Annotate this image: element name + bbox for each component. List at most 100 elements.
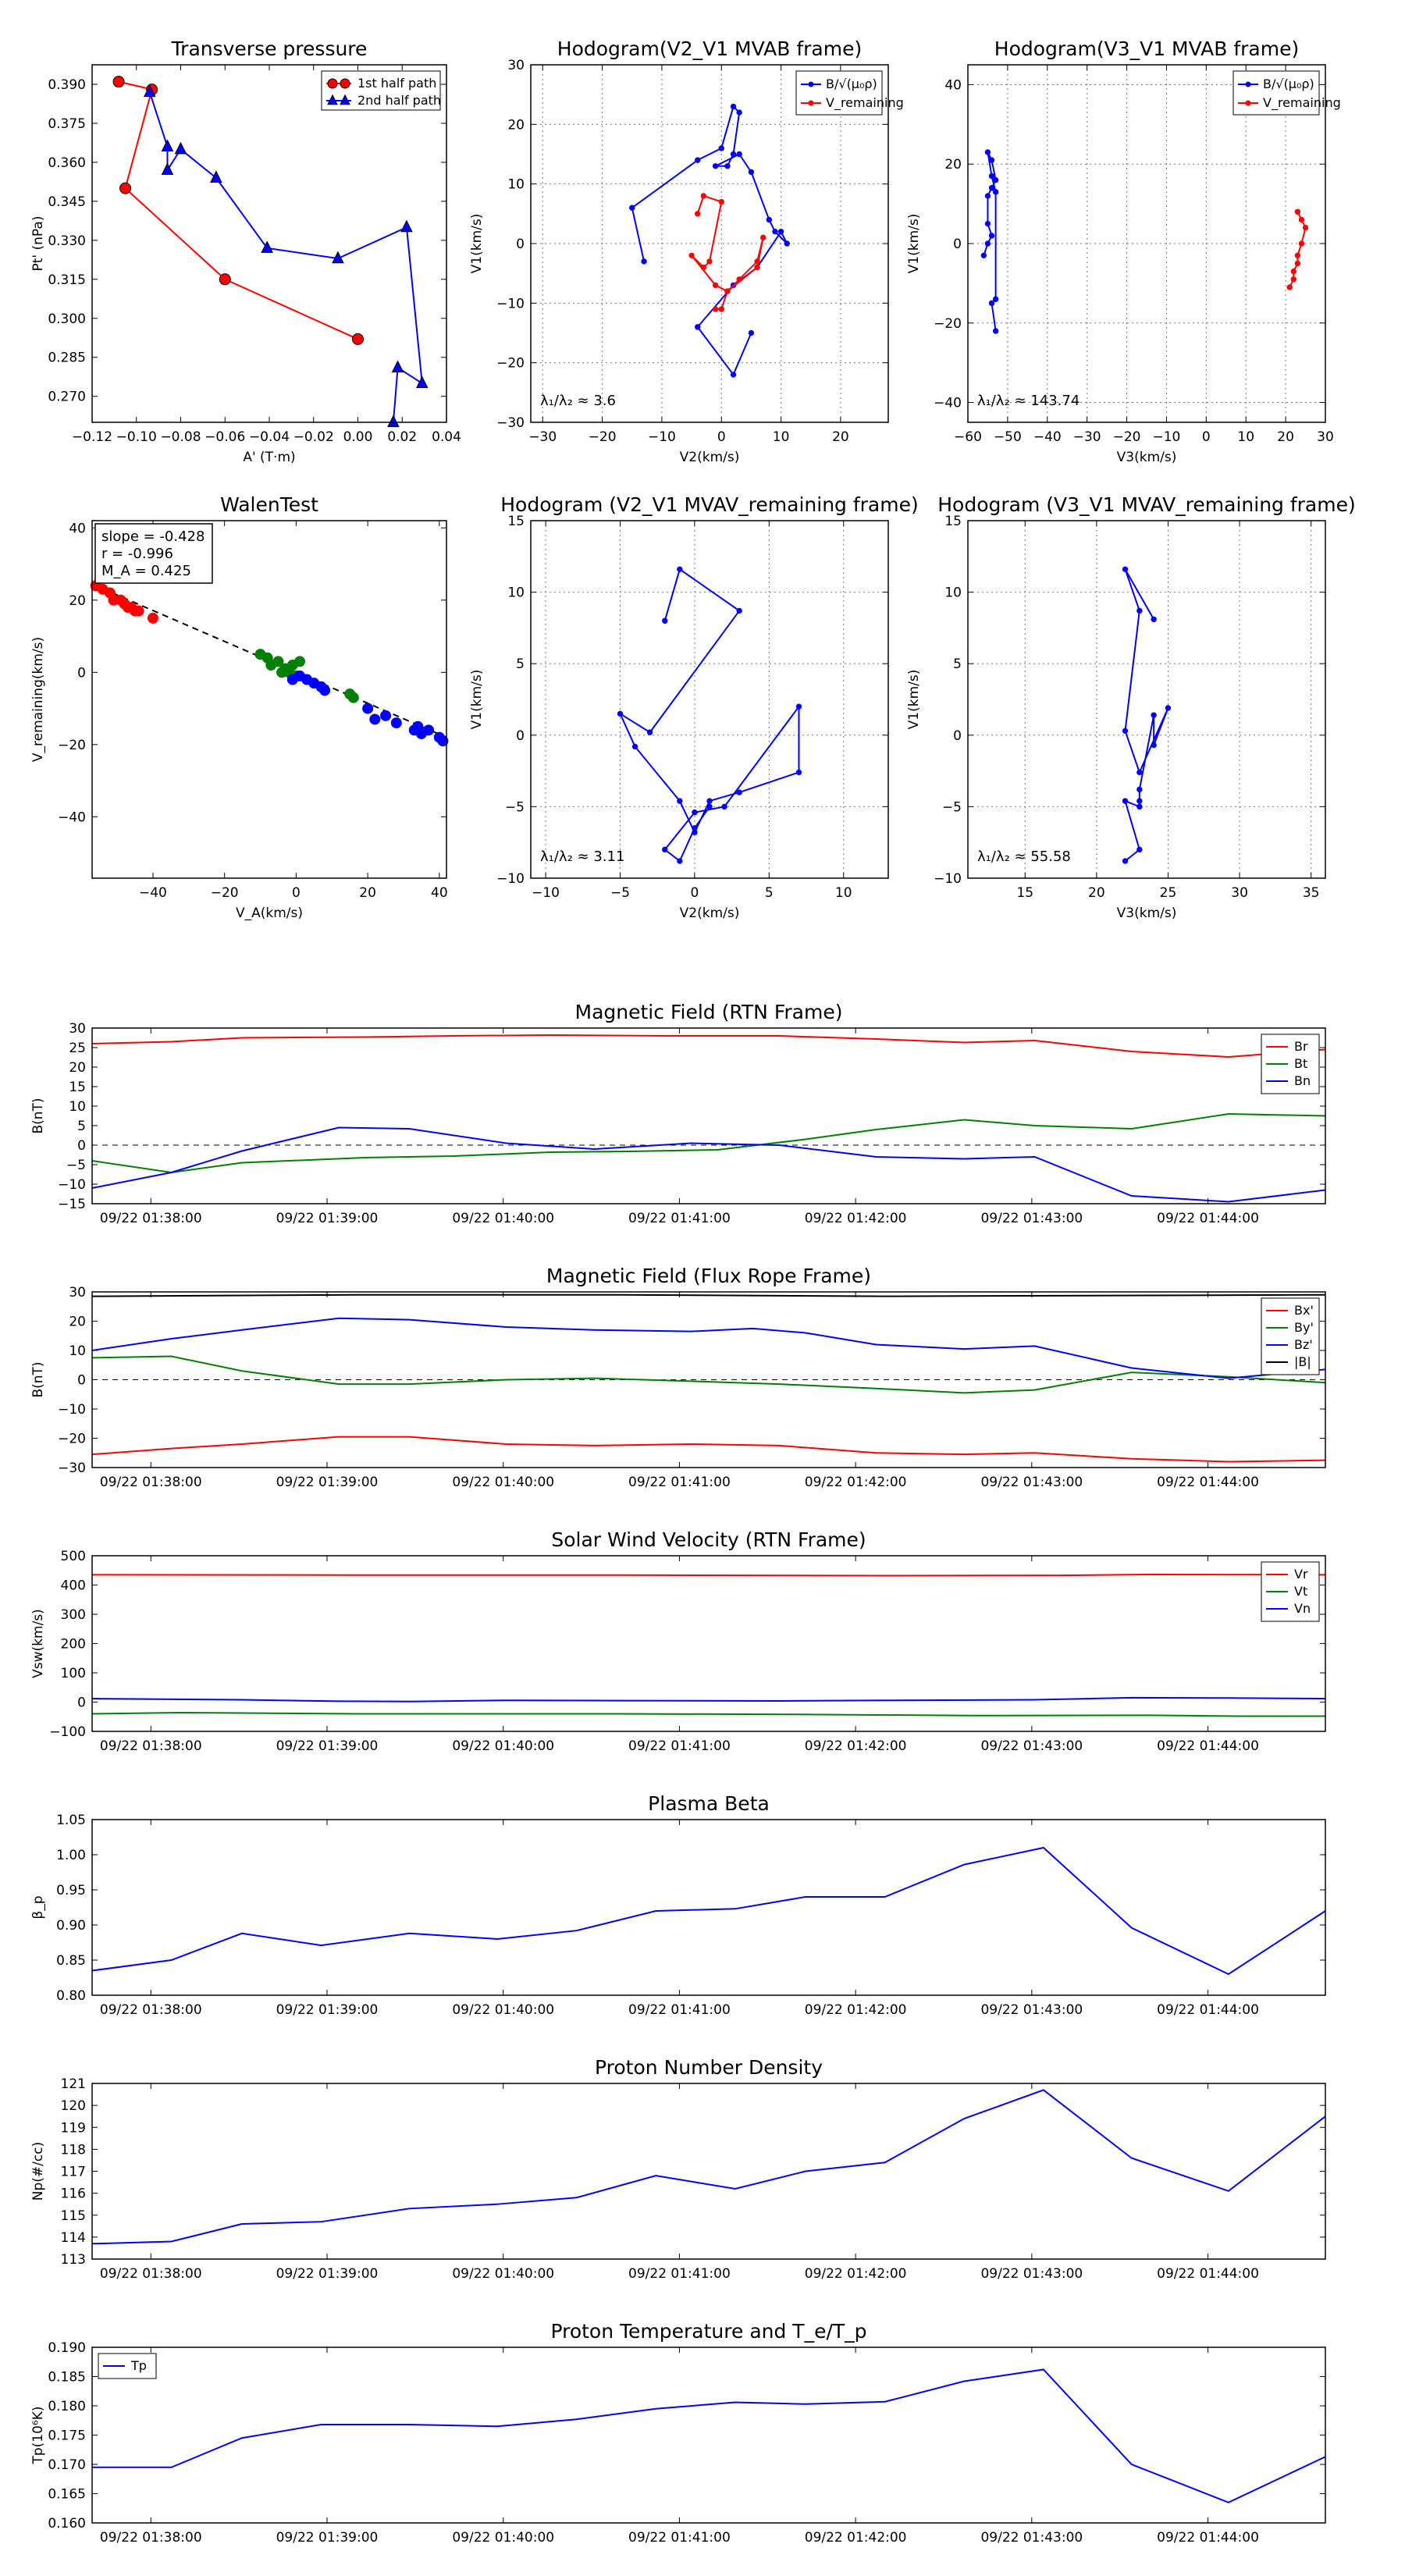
- y-tick-label: 10: [507, 585, 525, 601]
- x-tick-label: 09/22 01:43:00: [980, 2266, 1083, 2282]
- x-tick-label: 5: [765, 885, 774, 901]
- x-tick-label: 09/22 01:43:00: [980, 1211, 1083, 1226]
- series-v-remaining: [1286, 208, 1309, 290]
- data-point: [646, 729, 653, 735]
- data-point: [629, 205, 635, 211]
- y-axis-label: β_p: [30, 1895, 46, 1919]
- y-axis-label: V1(km/s): [906, 670, 922, 730]
- data-point: [736, 789, 742, 795]
- x-tick-label: 09/22 01:39:00: [276, 1475, 379, 1490]
- data-point: [161, 162, 174, 176]
- x-tick-label: 09/22 01:40:00: [452, 2266, 554, 2282]
- x-tick-label: 35: [1303, 885, 1320, 901]
- legend-box: [1232, 70, 1320, 116]
- legend-marker: [808, 100, 814, 106]
- y-tick-label: 100: [61, 1666, 86, 1681]
- series-1st-half-path: [112, 76, 364, 345]
- data-point: [724, 163, 731, 169]
- series-2nd-half-path: [143, 84, 429, 428]
- x-tick-label: 09/22 01:41:00: [628, 1475, 731, 1490]
- y-tick-label: −20: [58, 1432, 86, 1447]
- chart-title: Transverse pressure: [171, 37, 368, 60]
- x-tick-label: 09/22 01:38:00: [100, 2266, 202, 2282]
- legend-label: |B|: [1294, 1354, 1311, 1369]
- data-point: [362, 703, 374, 714]
- ratio-annotation: λ₁/λ₂ ≈ 55.58: [977, 849, 1071, 865]
- series-v: [1122, 566, 1172, 864]
- legend-label: Bz': [1294, 1337, 1313, 1352]
- y-tick-label: 0.345: [48, 194, 86, 210]
- y-tick-label: −10: [58, 1177, 86, 1193]
- x-tick-label: 09/22 01:44:00: [1157, 2530, 1259, 2546]
- legend-box: [795, 70, 883, 116]
- y-tick-label: 0.360: [48, 155, 86, 171]
- x-tick-label: 09/22 01:39:00: [276, 1211, 379, 1226]
- x-tick-label: −0.02: [293, 429, 334, 445]
- legend-label: Bn: [1294, 1073, 1311, 1088]
- x-tick-label: 0: [691, 885, 699, 901]
- x-tick-label: −5: [610, 885, 630, 901]
- x-tick-label: 15: [1016, 885, 1033, 901]
- data-point: [988, 173, 995, 180]
- data-point: [992, 189, 999, 195]
- data-point: [748, 329, 755, 336]
- data-point: [662, 617, 668, 624]
- data-point: [988, 300, 995, 307]
- ratio-annotation: λ₁/λ₂ ≈ 3.6: [540, 393, 616, 409]
- plot-frame: [91, 64, 447, 423]
- y-tick-label: 115: [61, 2208, 86, 2224]
- data-point: [1290, 276, 1297, 283]
- x-tick-label: 09/22 01:41:00: [628, 1738, 731, 1754]
- chart-walen: −40 −20 0 20 40 −40 −20 0 20 40 V_A(km/s) V_remaini…: [30, 493, 449, 921]
- plot-frame: [530, 64, 889, 423]
- series-b-: [980, 149, 999, 334]
- legend-label: By': [1294, 1320, 1314, 1335]
- data-point: [219, 273, 231, 286]
- x-tick-label: 10: [835, 885, 852, 901]
- y-tick-label: 119: [61, 2120, 86, 2136]
- x-tick-label: 40: [431, 885, 448, 901]
- data-point: [795, 703, 802, 710]
- x-tick-label: 09/22 01:39:00: [276, 1738, 379, 1754]
- data-point: [724, 288, 731, 294]
- data-point: [772, 229, 778, 235]
- y-tick-label: 0.170: [48, 2457, 86, 2473]
- data-point: [1151, 742, 1157, 749]
- data-point: [718, 145, 724, 151]
- chart-h4: 15 20 25 30 35 −10 −5 0 5 10 15 V3(km/s) V1(km/s) λ₁/…: [906, 493, 1356, 921]
- series-line-b: [91, 1293, 1326, 1297]
- data-point: [174, 141, 187, 155]
- stats-line: M_A = 0.425: [101, 563, 191, 579]
- data-point: [143, 84, 156, 98]
- x-tick-label: 09/22 01:43:00: [980, 2530, 1083, 2546]
- data-point: [390, 717, 402, 729]
- plot-frame: [91, 2347, 1326, 2524]
- chart-title: Hodogram (V2_V1 MVAV_remaining frame): [500, 493, 919, 516]
- y-tick-label: 0: [77, 1373, 86, 1389]
- y-tick-label: −30: [496, 415, 525, 431]
- chart-title: Hodogram(V3_V1 MVAB frame): [994, 37, 1299, 60]
- y-tick-label: 20: [69, 1060, 86, 1076]
- legend-label: Br: [1294, 1039, 1308, 1054]
- data-point: [662, 846, 668, 853]
- x-tick-label: −0.12: [72, 429, 112, 445]
- y-tick-label: 114: [61, 2230, 86, 2246]
- y-tick-label: 0: [77, 1138, 86, 1154]
- legend-label: 1st half path: [357, 76, 436, 91]
- x-tick-label: 09/22 01:42:00: [805, 1475, 907, 1490]
- legend-label: B/√(μ₀ρ): [1263, 76, 1314, 91]
- series-red: [90, 580, 158, 624]
- data-point: [712, 306, 719, 312]
- y-tick-label: 0.315: [48, 272, 86, 288]
- y-tick-label: 0.285: [48, 350, 86, 366]
- data-point: [293, 656, 305, 667]
- series-line: [631, 105, 788, 376]
- plot-frame: [91, 1555, 1326, 1732]
- x-tick-label: 09/22 01:44:00: [1157, 1475, 1259, 1490]
- y-tick-label: 0: [516, 237, 525, 252]
- y-tick-label: −10: [934, 871, 962, 887]
- x-tick-label: −10: [1152, 429, 1180, 445]
- data-point: [980, 252, 987, 258]
- legend-marker: [340, 78, 350, 89]
- x-tick-label: 0.04: [432, 429, 461, 445]
